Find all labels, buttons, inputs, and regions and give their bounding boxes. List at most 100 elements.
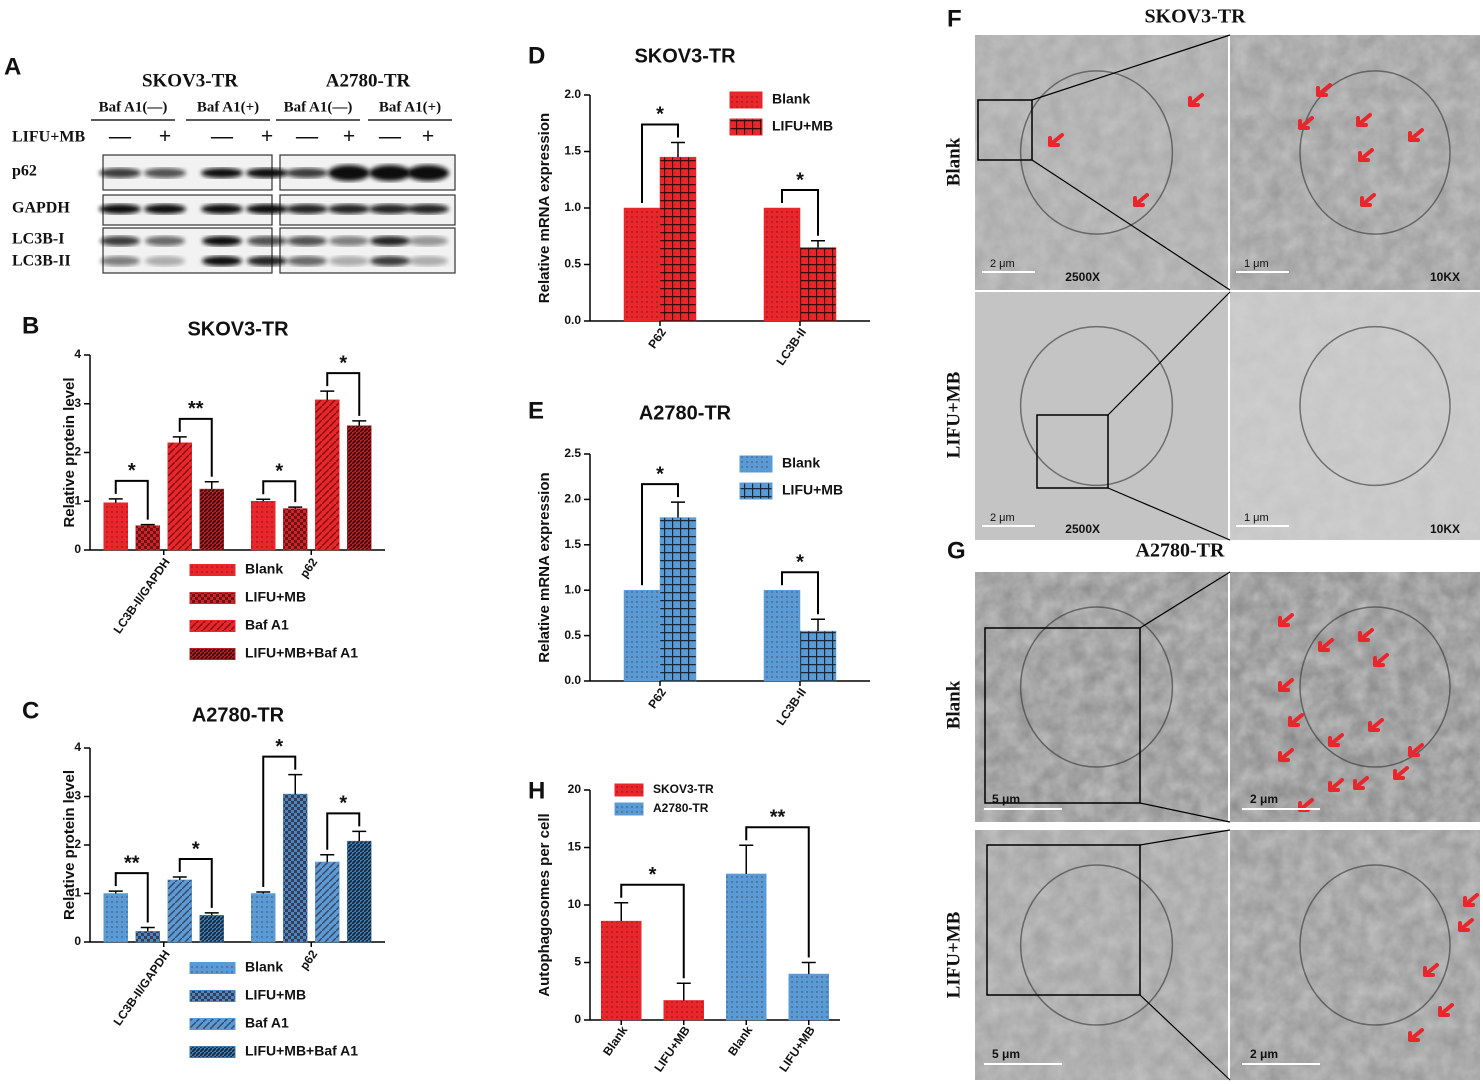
micrograph-label: Blank xyxy=(943,137,964,186)
x-tick-label: Blank xyxy=(600,1023,630,1058)
arrow xyxy=(1408,1028,1424,1042)
legend-swatch xyxy=(739,482,773,500)
inset-link xyxy=(1139,829,1231,846)
x-tick-label: P62 xyxy=(645,685,669,711)
treatment: Baf A1(—) xyxy=(99,99,168,115)
band xyxy=(408,256,448,266)
legend-swatch xyxy=(729,118,763,136)
bar xyxy=(251,893,276,943)
sign: — xyxy=(378,123,402,148)
significance-bracket xyxy=(781,571,819,615)
band xyxy=(202,236,242,246)
sign: + xyxy=(159,123,172,148)
significance: * xyxy=(275,461,283,483)
protein: LC3B-II xyxy=(12,253,71,270)
cell-line: SKOV3-TR xyxy=(142,70,238,91)
x-tick-label: p62 xyxy=(297,947,321,972)
band xyxy=(100,256,140,266)
y-tick-label: 0.0 xyxy=(564,313,581,327)
y-tick-label: 1.0 xyxy=(564,582,581,596)
error-bar xyxy=(614,901,629,922)
micrograph-label: LIFU+MB xyxy=(943,911,964,998)
y-tick-label: 2.0 xyxy=(564,87,581,101)
band xyxy=(329,256,369,266)
panel-letter: C xyxy=(22,697,39,724)
micrograph-label: 1 μm xyxy=(1244,512,1269,524)
bar xyxy=(659,517,697,682)
y-axis-label: Relative mRNA expression xyxy=(536,113,553,303)
error-bar xyxy=(204,912,219,916)
nucleus xyxy=(1019,325,1174,487)
band xyxy=(287,256,327,266)
error-bar xyxy=(801,961,816,974)
error-bar xyxy=(671,501,685,518)
protein: GAPDH xyxy=(12,200,70,217)
micrograph-label: 2500X xyxy=(1065,270,1100,284)
blot-strip xyxy=(102,227,273,274)
error-bar xyxy=(108,890,123,894)
arrow xyxy=(1353,776,1369,790)
y-tick-label: 0 xyxy=(74,542,81,556)
error-bar xyxy=(172,876,187,880)
inset-link xyxy=(1107,291,1231,416)
legend-label: LIFU+MB xyxy=(782,482,843,498)
band xyxy=(286,204,328,214)
protein: LC3B-I xyxy=(12,231,64,248)
significance: ** xyxy=(770,806,786,828)
significance-bracket xyxy=(781,189,819,236)
legend-label: LIFU+MB+Baf A1 xyxy=(245,645,358,661)
micrograph-label: 2 μm xyxy=(990,512,1015,524)
bar xyxy=(601,920,642,1021)
band xyxy=(145,236,185,246)
arrow xyxy=(1288,713,1304,727)
treatment: Baf A1(+) xyxy=(197,99,259,115)
bar xyxy=(315,399,340,551)
legend-swatch xyxy=(189,990,236,1002)
y-tick-label: 4 xyxy=(74,740,81,754)
y-tick-label: 4 xyxy=(74,347,81,361)
arrow xyxy=(1278,748,1294,762)
nucleus xyxy=(1019,70,1174,235)
bar xyxy=(799,630,837,682)
band xyxy=(369,165,411,181)
x-tick-label: LIFU+MB xyxy=(651,1023,693,1074)
band xyxy=(247,256,287,266)
panel-letter: A xyxy=(4,53,21,80)
bar xyxy=(799,247,837,322)
legend-swatch xyxy=(189,592,236,604)
error-bar xyxy=(140,926,155,932)
legend-label: Blank xyxy=(245,561,283,577)
sign: + xyxy=(261,123,274,148)
band xyxy=(246,168,288,178)
chart-title: A2780-TR xyxy=(192,704,285,726)
error-bar xyxy=(108,498,123,503)
band xyxy=(145,256,185,266)
arrow xyxy=(1358,628,1374,642)
arrow xyxy=(1318,638,1334,652)
inset-box xyxy=(1036,414,1109,489)
micrograph-label: 2 μm xyxy=(1250,1047,1278,1061)
bar xyxy=(199,915,224,943)
arrow xyxy=(1316,83,1332,97)
y-tick-label: 20 xyxy=(568,782,582,796)
significance: * xyxy=(796,551,804,573)
band xyxy=(370,236,410,246)
treatment: Baf A1(+) xyxy=(379,99,441,115)
y-tick-label: 1 xyxy=(74,886,81,900)
y-axis-label: Relative protein level xyxy=(61,770,78,920)
micrographs: F SKOV3-TR G A2780-TR Blank LIFU+MB Blank LIFU+… xyxy=(943,5,1480,1081)
significance-bracket xyxy=(114,872,149,923)
band xyxy=(247,236,287,246)
band xyxy=(202,256,242,266)
band xyxy=(144,168,186,178)
band xyxy=(286,168,328,178)
micrograph-label: 2500X xyxy=(1065,522,1100,536)
nucleus xyxy=(1019,606,1174,768)
arrow xyxy=(1188,93,1204,107)
arrow xyxy=(1298,116,1314,130)
arrow xyxy=(1048,133,1064,147)
significance-bracket xyxy=(745,826,810,958)
y-tick-label: 3 xyxy=(74,789,81,803)
legend-label: Blank xyxy=(245,959,283,975)
